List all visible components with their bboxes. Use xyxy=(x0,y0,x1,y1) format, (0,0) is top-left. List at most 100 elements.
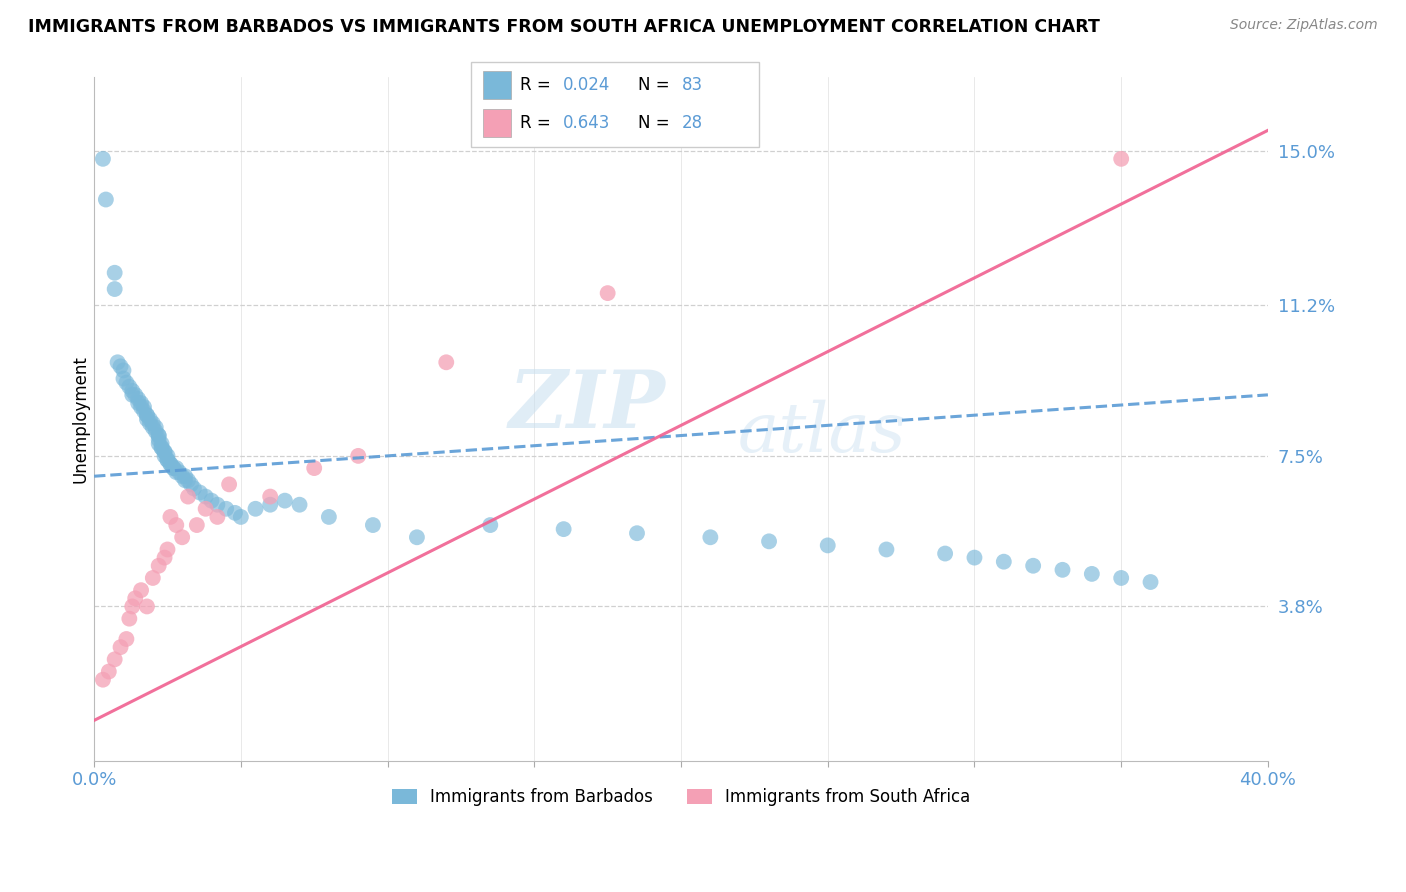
FancyBboxPatch shape xyxy=(471,62,759,147)
Text: Source: ZipAtlas.com: Source: ZipAtlas.com xyxy=(1230,18,1378,32)
Point xyxy=(626,526,648,541)
Point xyxy=(142,417,165,431)
Point xyxy=(115,632,138,646)
Point xyxy=(129,583,152,598)
Point xyxy=(97,665,120,679)
Text: 83: 83 xyxy=(682,76,703,94)
Text: N =: N = xyxy=(638,114,675,132)
Point xyxy=(194,490,217,504)
Point xyxy=(159,457,181,471)
Point xyxy=(145,420,167,434)
Point xyxy=(174,469,197,483)
Point xyxy=(91,673,114,687)
Point xyxy=(118,380,141,394)
Point xyxy=(162,461,184,475)
Point xyxy=(274,493,297,508)
Point xyxy=(553,522,575,536)
Point xyxy=(186,518,208,533)
Text: ZIP: ZIP xyxy=(509,367,665,444)
Point xyxy=(148,433,170,447)
Point xyxy=(142,571,165,585)
Point xyxy=(934,547,956,561)
Point xyxy=(118,612,141,626)
Point xyxy=(136,408,159,422)
Point xyxy=(107,355,129,369)
Point xyxy=(172,469,194,483)
Point xyxy=(188,485,211,500)
Point xyxy=(1139,574,1161,589)
Point xyxy=(115,376,138,390)
Point xyxy=(215,501,238,516)
Point xyxy=(224,506,246,520)
Point xyxy=(112,371,135,385)
Point xyxy=(121,384,143,398)
Point xyxy=(165,465,187,479)
Text: 0.643: 0.643 xyxy=(564,114,610,132)
Point xyxy=(156,542,179,557)
Point xyxy=(245,501,267,516)
Point xyxy=(302,461,325,475)
Point xyxy=(288,498,311,512)
Point xyxy=(229,510,252,524)
Point xyxy=(180,477,202,491)
Point xyxy=(207,510,229,524)
Text: 28: 28 xyxy=(682,114,703,132)
Point xyxy=(121,388,143,402)
Point xyxy=(361,518,384,533)
Point xyxy=(121,599,143,614)
Point xyxy=(136,412,159,426)
Point xyxy=(159,457,181,471)
Point xyxy=(94,193,117,207)
Point xyxy=(104,652,127,666)
Point xyxy=(153,449,176,463)
Point xyxy=(156,453,179,467)
Point xyxy=(153,445,176,459)
Point xyxy=(124,591,146,606)
Point xyxy=(124,388,146,402)
Text: IMMIGRANTS FROM BARBADOS VS IMMIGRANTS FROM SOUTH AFRICA UNEMPLOYMENT CORRELATIO: IMMIGRANTS FROM BARBADOS VS IMMIGRANTS F… xyxy=(28,18,1099,36)
Point xyxy=(150,436,173,450)
Point xyxy=(148,558,170,573)
Point xyxy=(347,449,370,463)
Point xyxy=(817,538,839,552)
Point xyxy=(110,359,132,374)
Point xyxy=(104,266,127,280)
Point xyxy=(91,152,114,166)
Text: R =: R = xyxy=(520,114,555,132)
Point xyxy=(194,501,217,516)
Point xyxy=(259,490,281,504)
Point xyxy=(596,286,619,301)
Point xyxy=(136,408,159,422)
Point xyxy=(963,550,986,565)
Point xyxy=(1109,571,1132,585)
Point xyxy=(110,640,132,654)
Point xyxy=(318,510,340,524)
Point xyxy=(174,473,197,487)
Point xyxy=(136,599,159,614)
Point xyxy=(127,396,149,410)
Point xyxy=(139,417,162,431)
Point xyxy=(165,461,187,475)
Text: atlas: atlas xyxy=(738,400,905,467)
Point xyxy=(1022,558,1045,573)
Point xyxy=(156,449,179,463)
Text: N =: N = xyxy=(638,76,675,94)
Point xyxy=(162,461,184,475)
Point xyxy=(129,396,152,410)
Legend: Immigrants from Barbados, Immigrants from South Africa: Immigrants from Barbados, Immigrants fro… xyxy=(384,780,979,814)
Point xyxy=(183,482,205,496)
Point xyxy=(200,493,222,508)
Point xyxy=(1052,563,1074,577)
Point xyxy=(156,453,179,467)
Point xyxy=(132,404,155,418)
Point xyxy=(142,420,165,434)
Point xyxy=(127,392,149,406)
Point xyxy=(148,428,170,442)
Point xyxy=(993,555,1015,569)
Point xyxy=(150,441,173,455)
Point xyxy=(699,530,721,544)
Point xyxy=(207,498,229,512)
Point xyxy=(479,518,502,533)
Point xyxy=(875,542,897,557)
Point xyxy=(148,428,170,442)
